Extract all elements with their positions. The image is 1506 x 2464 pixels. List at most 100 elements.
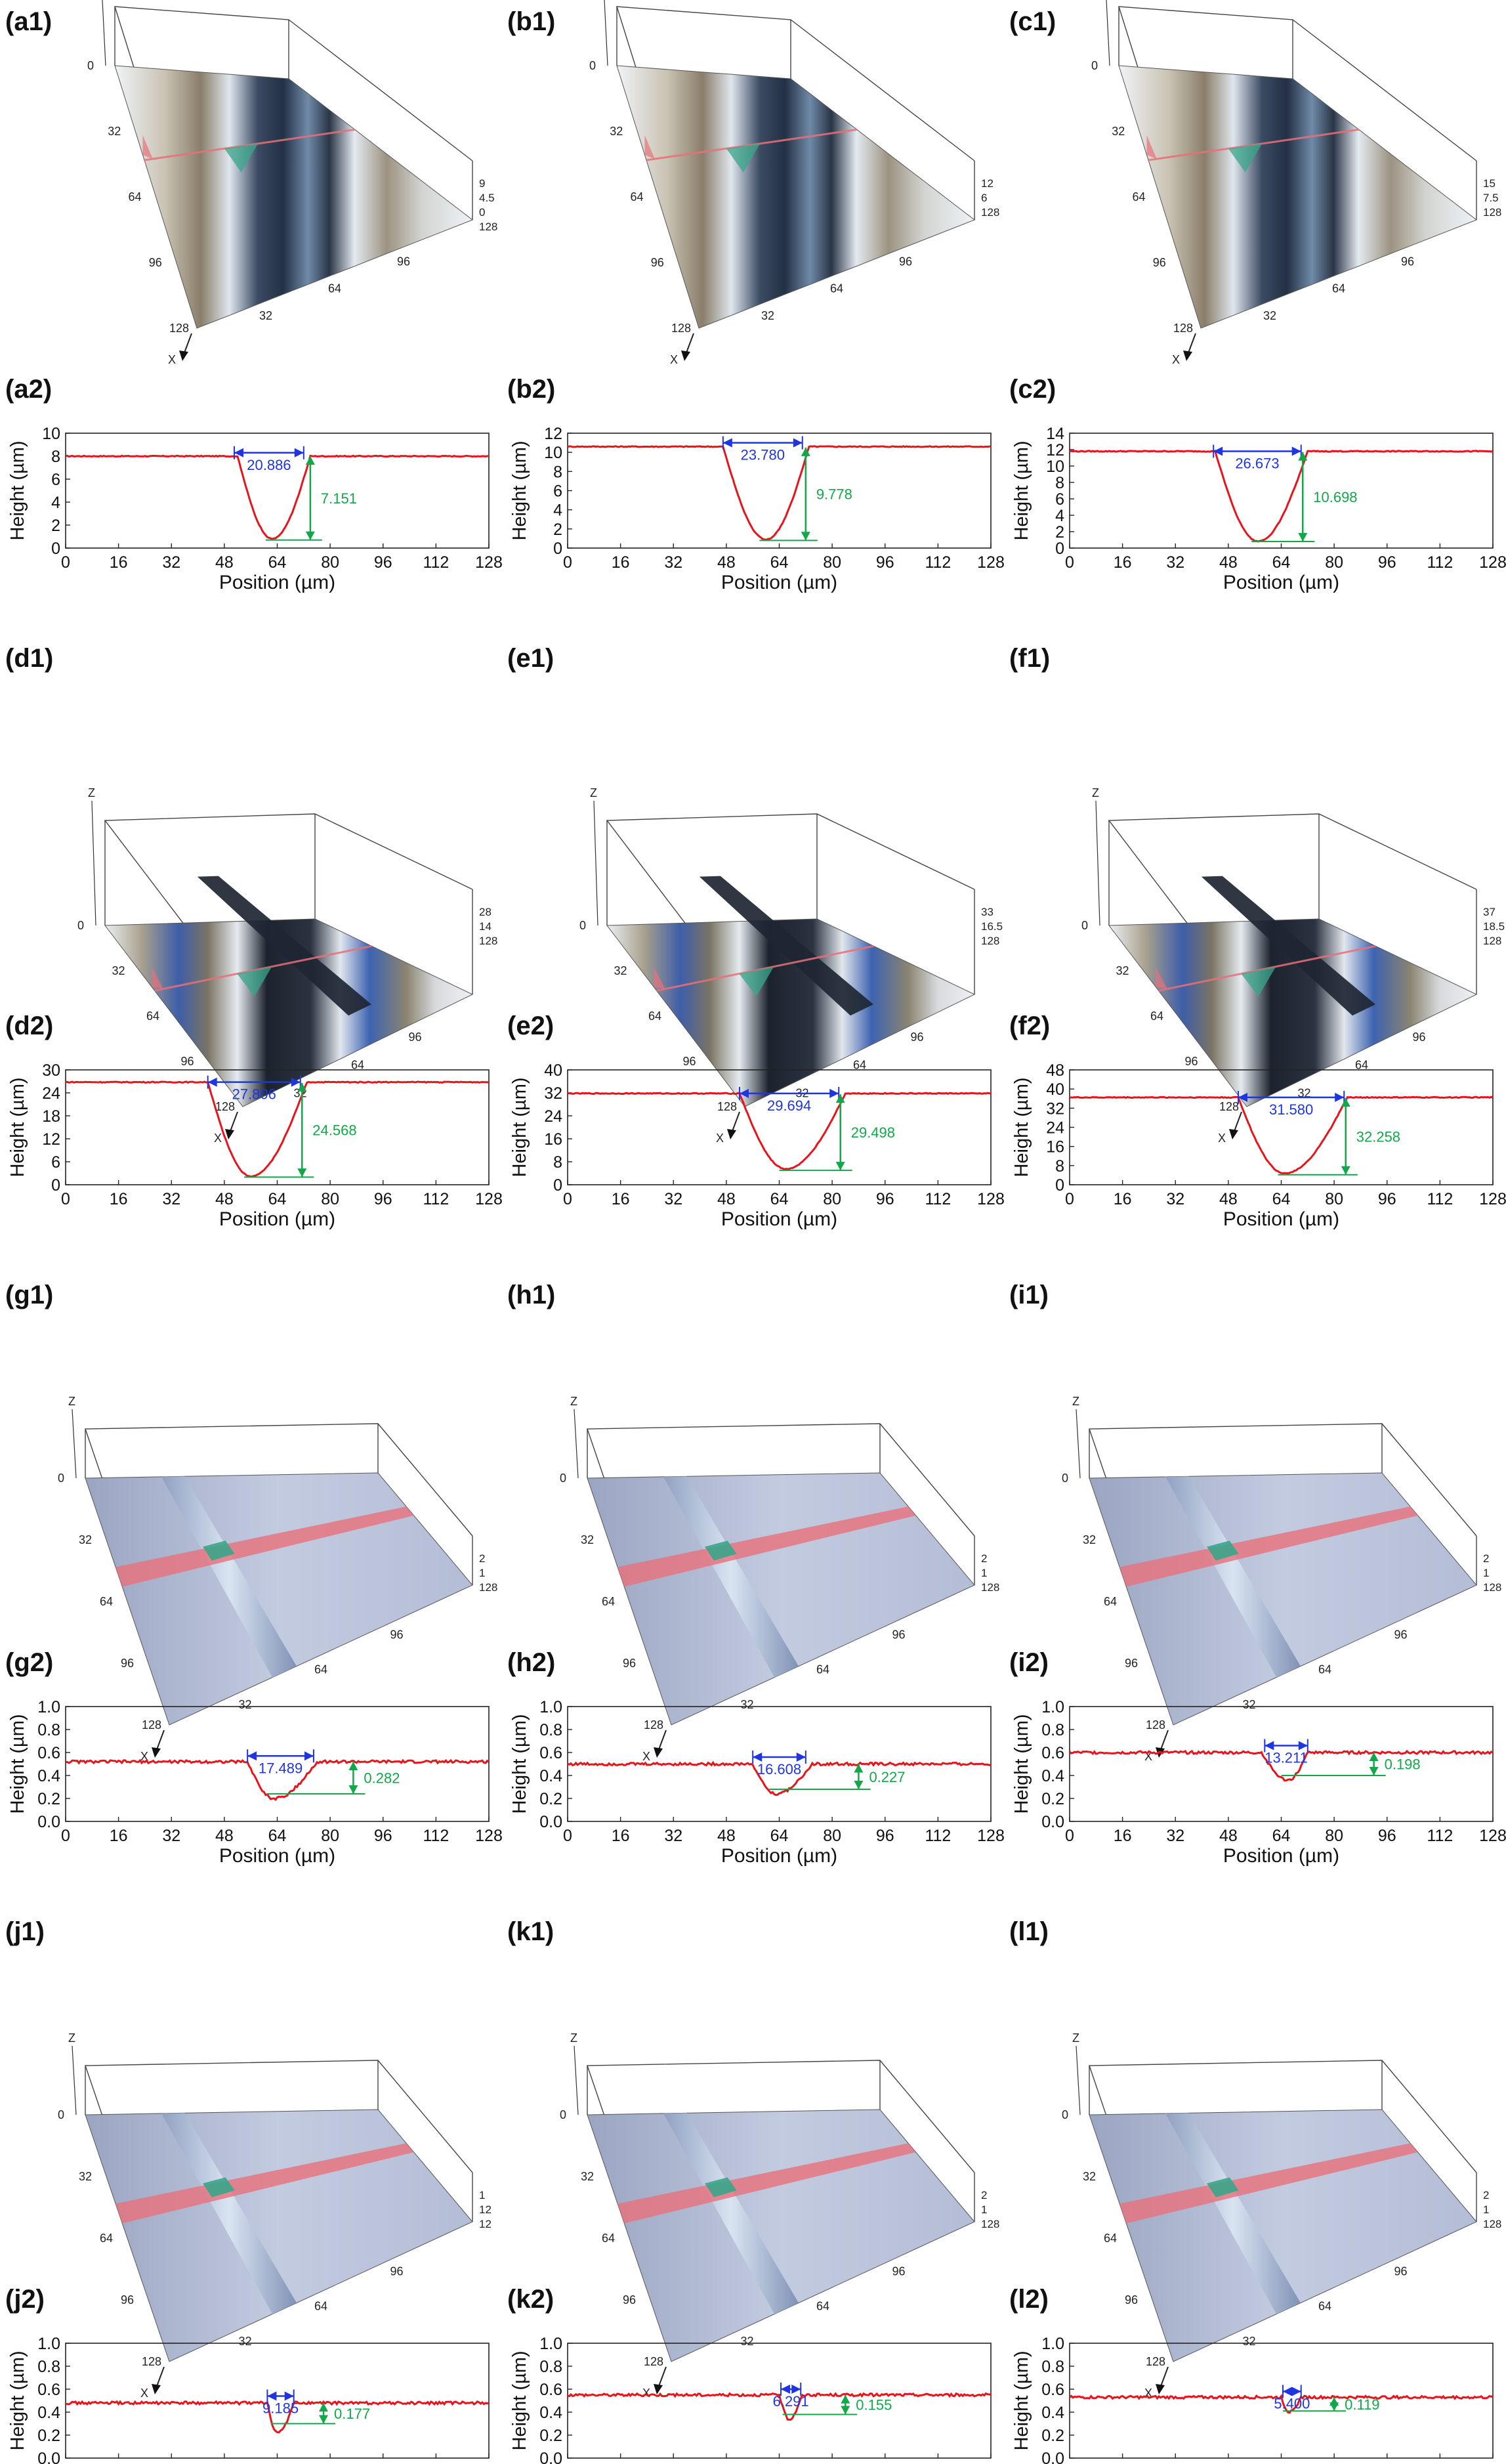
- z-tick-label: 1: [479, 2189, 485, 2201]
- x-tick-label: 96: [876, 553, 894, 572]
- width-arrowhead-left: [740, 1088, 749, 1098]
- panel-label: (f1): [1009, 644, 1050, 673]
- y-tick-label: 0.6: [539, 1744, 562, 1762]
- section-cut: [726, 143, 761, 173]
- x-axis-arrow: [183, 333, 192, 355]
- width-label: 17.489: [259, 1760, 303, 1776]
- panel-label: (c2): [1009, 375, 1056, 404]
- y-tick-label: 0: [87, 59, 94, 72]
- y-tick-label: 32: [108, 125, 121, 138]
- profile-series: [1069, 450, 1494, 543]
- y-tick-label: 24: [1046, 1119, 1064, 1137]
- y-tick-label: 10: [544, 444, 562, 462]
- y-tick-label: 1.0: [37, 2335, 60, 2353]
- section-line: [154, 945, 372, 992]
- y-tick-label: 8: [1055, 1157, 1064, 1176]
- depth-arrowhead-bottom: [305, 531, 315, 540]
- plot-frame: [65, 433, 490, 549]
- surface-plot-j1: (j1) Z 0 32 64 96 128 32 64 96 1 12 12 X: [5, 1917, 492, 2400]
- y-tick-label: 32: [79, 2170, 92, 2183]
- section-marker: [1156, 967, 1167, 989]
- profile-series: [65, 1758, 490, 1801]
- y-tick-label: 0.2: [37, 1790, 60, 1808]
- depth-arrowhead-bottom: [1298, 533, 1308, 542]
- section-cut: [203, 1540, 235, 1561]
- x-tick-label: 16: [612, 1827, 630, 1845]
- x-tick-label: 32: [1166, 1190, 1184, 1208]
- x-tick-label: 16: [1114, 1827, 1132, 1845]
- depth-label: 24.568: [312, 1122, 356, 1139]
- y-tick-label: 2: [1055, 523, 1064, 542]
- x-tick-label: 96: [892, 1628, 906, 1641]
- width-label: 26.673: [1235, 456, 1279, 472]
- section-band: [115, 2143, 414, 2224]
- x-tick-label: 0: [1065, 553, 1074, 572]
- depth-arrowhead-bottom: [297, 1168, 307, 1178]
- y-tick-label: 64: [129, 190, 142, 203]
- x-tick-label: 32: [1298, 1086, 1311, 1099]
- scratch-track: [161, 1476, 297, 1678]
- y-tick-label: 0.4: [539, 1767, 562, 1785]
- x-tick-label: 128: [1479, 553, 1506, 572]
- box-top-edges: [606, 813, 975, 1002]
- width-arrowhead-left: [247, 1751, 257, 1761]
- y-tick-label: 128: [142, 2355, 161, 2368]
- panel-label: (k1): [507, 1917, 554, 1946]
- y-tick-label: 96: [181, 1055, 194, 1068]
- y-axis-title: Height (µm): [509, 440, 530, 540]
- x-tick-label: 48: [717, 1827, 736, 1845]
- box-top-edges: [104, 813, 473, 1002]
- x-tick-label: 32: [1263, 309, 1276, 322]
- z-axis: [604, 0, 608, 66]
- y-tick-label: 64: [631, 190, 644, 203]
- y-tick-label: 128: [1146, 1718, 1165, 1731]
- section-band: [617, 1506, 916, 1587]
- depth-label: 0.177: [334, 2406, 370, 2422]
- z-tick-label: 1: [981, 2203, 987, 2216]
- y-tick-label: 0: [1062, 2108, 1068, 2121]
- x-tick-label: 32: [1166, 553, 1184, 572]
- surface-plot-e1: (e1) Z 0 32 64 96 128 32 64 96 33 16.5 128 X: [507, 644, 1003, 1145]
- y-tick-label: 0.0: [37, 2450, 60, 2464]
- z-axis-label: Z: [570, 2031, 577, 2045]
- panel-label: (f2): [1009, 1011, 1050, 1040]
- x-axis-arrow: [658, 2366, 667, 2389]
- y-tick-label: 64: [648, 1009, 661, 1023]
- z-axis: [574, 2045, 579, 2115]
- x-tick-label: 48: [215, 553, 234, 572]
- y-tick-label: 0.0: [1041, 2450, 1064, 2464]
- y-tick-label: 14: [1046, 425, 1064, 443]
- panel-label: (k2): [507, 2285, 554, 2314]
- width-arrowhead-right: [291, 1077, 301, 1087]
- surface-plot-b1: (b1)Z0326496128326496126128X: [507, 0, 999, 366]
- x-tick-label: 96: [899, 255, 912, 268]
- y-tick-label: 4: [1055, 507, 1064, 525]
- y-tick-label: 0.4: [1041, 2404, 1064, 2422]
- y-tick-label: 128: [142, 1718, 161, 1731]
- y-tick-label: 10: [1046, 457, 1064, 476]
- z-axis: [1106, 0, 1110, 66]
- depth-arrowhead-bottom: [1369, 1767, 1379, 1775]
- y-tick-label: 6: [51, 471, 60, 489]
- depth-arrowhead-top: [305, 456, 315, 465]
- y-tick-label: 128: [644, 2355, 663, 2368]
- x-tick-label: 0: [61, 1190, 70, 1208]
- panel-label: (i2): [1009, 1648, 1049, 1677]
- y-tick-label: 32: [544, 1084, 562, 1103]
- x-axis-arrowhead: [654, 1747, 663, 1758]
- y-tick-label: 0: [589, 59, 596, 72]
- width-label: 5.400: [1274, 2396, 1310, 2412]
- y-tick-label: 32: [79, 1533, 92, 1546]
- y-axis-title: Height (µm): [1011, 1714, 1032, 1814]
- width-label: 23.780: [741, 447, 785, 463]
- y-tick-label: 96: [149, 256, 162, 269]
- z-tick-label: 12: [981, 177, 994, 190]
- width-arrowhead-left: [781, 2385, 790, 2394]
- y-axis-title: Height (µm): [7, 2350, 28, 2450]
- x-tick-label: 96: [911, 1030, 924, 1044]
- surface-image: [85, 2109, 473, 2362]
- y-tick-label: 0.4: [539, 2404, 562, 2422]
- x-tick-label: 48: [717, 1190, 736, 1208]
